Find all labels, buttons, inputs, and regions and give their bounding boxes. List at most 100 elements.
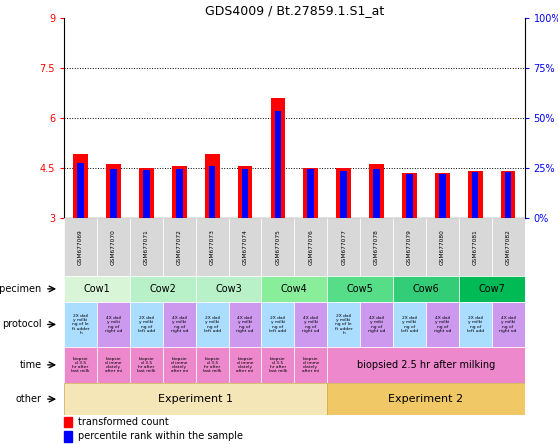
Bar (295, 347, 327, 383)
Bar (176, 170, 182, 218)
Bar (501, 171, 516, 218)
Bar (369, 164, 384, 218)
Text: GSM677075: GSM677075 (276, 229, 281, 265)
Bar (393, 302, 426, 347)
Bar (435, 173, 450, 218)
Text: GSM677082: GSM677082 (506, 229, 511, 265)
Bar (295, 218, 327, 276)
Bar (73, 155, 88, 218)
Text: GSM677073: GSM677073 (210, 229, 215, 265)
Bar (97, 218, 130, 276)
Bar (143, 170, 150, 218)
Bar (393, 218, 426, 276)
Text: biopsie
d imme
diately
after mi: biopsie d imme diately after mi (302, 357, 319, 373)
Text: percentile rank within the sample: percentile rank within the sample (78, 432, 243, 441)
Bar (64, 431, 73, 442)
Bar (402, 173, 417, 218)
Bar (304, 168, 318, 218)
Bar (262, 218, 295, 276)
Text: biopsie
d 3.5
hr after
last milk: biopsie d 3.5 hr after last milk (137, 357, 156, 373)
Bar (360, 302, 393, 347)
Text: specimen: specimen (0, 284, 42, 294)
Text: Experiment 1: Experiment 1 (158, 394, 233, 404)
Text: biopsied 2.5 hr after milking: biopsied 2.5 hr after milking (357, 360, 495, 370)
Text: GSM677077: GSM677077 (341, 229, 346, 265)
Bar (327, 218, 360, 276)
Bar (327, 276, 393, 302)
Text: GSM677080: GSM677080 (440, 229, 445, 265)
Bar (327, 302, 360, 347)
Text: biopsie
d 3.5
hr after
last milk: biopsie d 3.5 hr after last milk (269, 357, 287, 373)
Bar (205, 155, 219, 218)
Bar (275, 111, 281, 218)
Bar (78, 163, 84, 218)
Text: 4X dail
y milki
ng of
right ud: 4X dail y milki ng of right ud (434, 316, 451, 333)
Bar (139, 168, 154, 218)
Text: 2X dail
y milki
ng of
left udd: 2X dail y milki ng of left udd (204, 316, 221, 333)
Bar (327, 347, 525, 383)
Bar (242, 169, 248, 218)
Bar (459, 302, 492, 347)
Text: 4X dail
y miki
ng of
right ud: 4X dail y miki ng of right ud (105, 316, 122, 333)
Text: Cow2: Cow2 (150, 284, 176, 294)
Bar (459, 276, 525, 302)
Bar (64, 347, 97, 383)
Text: GSM677070: GSM677070 (111, 229, 116, 265)
Bar (327, 383, 525, 415)
Bar (64, 302, 97, 347)
Bar (163, 347, 196, 383)
Text: biopsie
d 3.5
hr after
last milk: biopsie d 3.5 hr after last milk (71, 357, 90, 373)
Bar (130, 302, 163, 347)
Bar (373, 170, 380, 218)
Text: 4X dail
y milki
ng of
right ud: 4X dail y milki ng of right ud (499, 316, 517, 333)
Text: GSM677072: GSM677072 (177, 229, 182, 265)
Bar (360, 218, 393, 276)
Bar (130, 347, 163, 383)
Bar (262, 302, 295, 347)
Bar (472, 172, 478, 218)
Bar (439, 174, 446, 218)
Bar (229, 218, 262, 276)
Bar (238, 166, 252, 218)
Text: biopsie
d imme
diately
after mi: biopsie d imme diately after mi (171, 357, 188, 373)
Text: GSM677069: GSM677069 (78, 229, 83, 265)
Bar (492, 302, 525, 347)
Text: 2X dail
y milki
ng of
left udd: 2X dail y milki ng of left udd (270, 316, 286, 333)
Text: Experiment 2: Experiment 2 (388, 394, 464, 404)
Bar (426, 302, 459, 347)
Bar (271, 98, 285, 218)
Text: 4X dail
y milki
ng of
right ud: 4X dail y milki ng of right ud (171, 316, 188, 333)
Text: Cow4: Cow4 (281, 284, 307, 294)
Bar (307, 170, 314, 218)
Text: GSM677079: GSM677079 (407, 229, 412, 265)
Text: GSM677076: GSM677076 (308, 229, 313, 265)
Bar (130, 218, 163, 276)
Bar (64, 218, 97, 276)
Text: 4X dail
y miki
ng of
right ud: 4X dail y miki ng of right ud (368, 316, 385, 333)
Text: GSM677074: GSM677074 (243, 229, 248, 265)
Bar (97, 347, 130, 383)
Title: GDS4009 / Bt.27859.1.S1_at: GDS4009 / Bt.27859.1.S1_at (205, 4, 384, 16)
Bar (340, 171, 347, 218)
Text: Cow7: Cow7 (478, 284, 505, 294)
Bar (196, 218, 229, 276)
Bar (426, 218, 459, 276)
Bar (110, 170, 117, 218)
Bar (492, 218, 525, 276)
Bar (64, 276, 130, 302)
Text: protocol: protocol (2, 319, 42, 329)
Text: Cow5: Cow5 (347, 284, 373, 294)
Bar (64, 417, 73, 427)
Text: 2X dail
y milki
ng of
left udd: 2X dail y milki ng of left udd (138, 316, 155, 333)
Text: GSM677078: GSM677078 (374, 229, 379, 265)
Bar (393, 276, 459, 302)
Bar (229, 302, 262, 347)
Text: GSM677071: GSM677071 (144, 229, 149, 265)
Bar (196, 276, 262, 302)
Bar (295, 302, 327, 347)
Text: other: other (16, 394, 42, 404)
Bar (64, 383, 327, 415)
Text: biopsie
d imme
diately
after mi: biopsie d imme diately after mi (237, 357, 253, 373)
Bar (130, 276, 196, 302)
Bar (172, 166, 187, 218)
